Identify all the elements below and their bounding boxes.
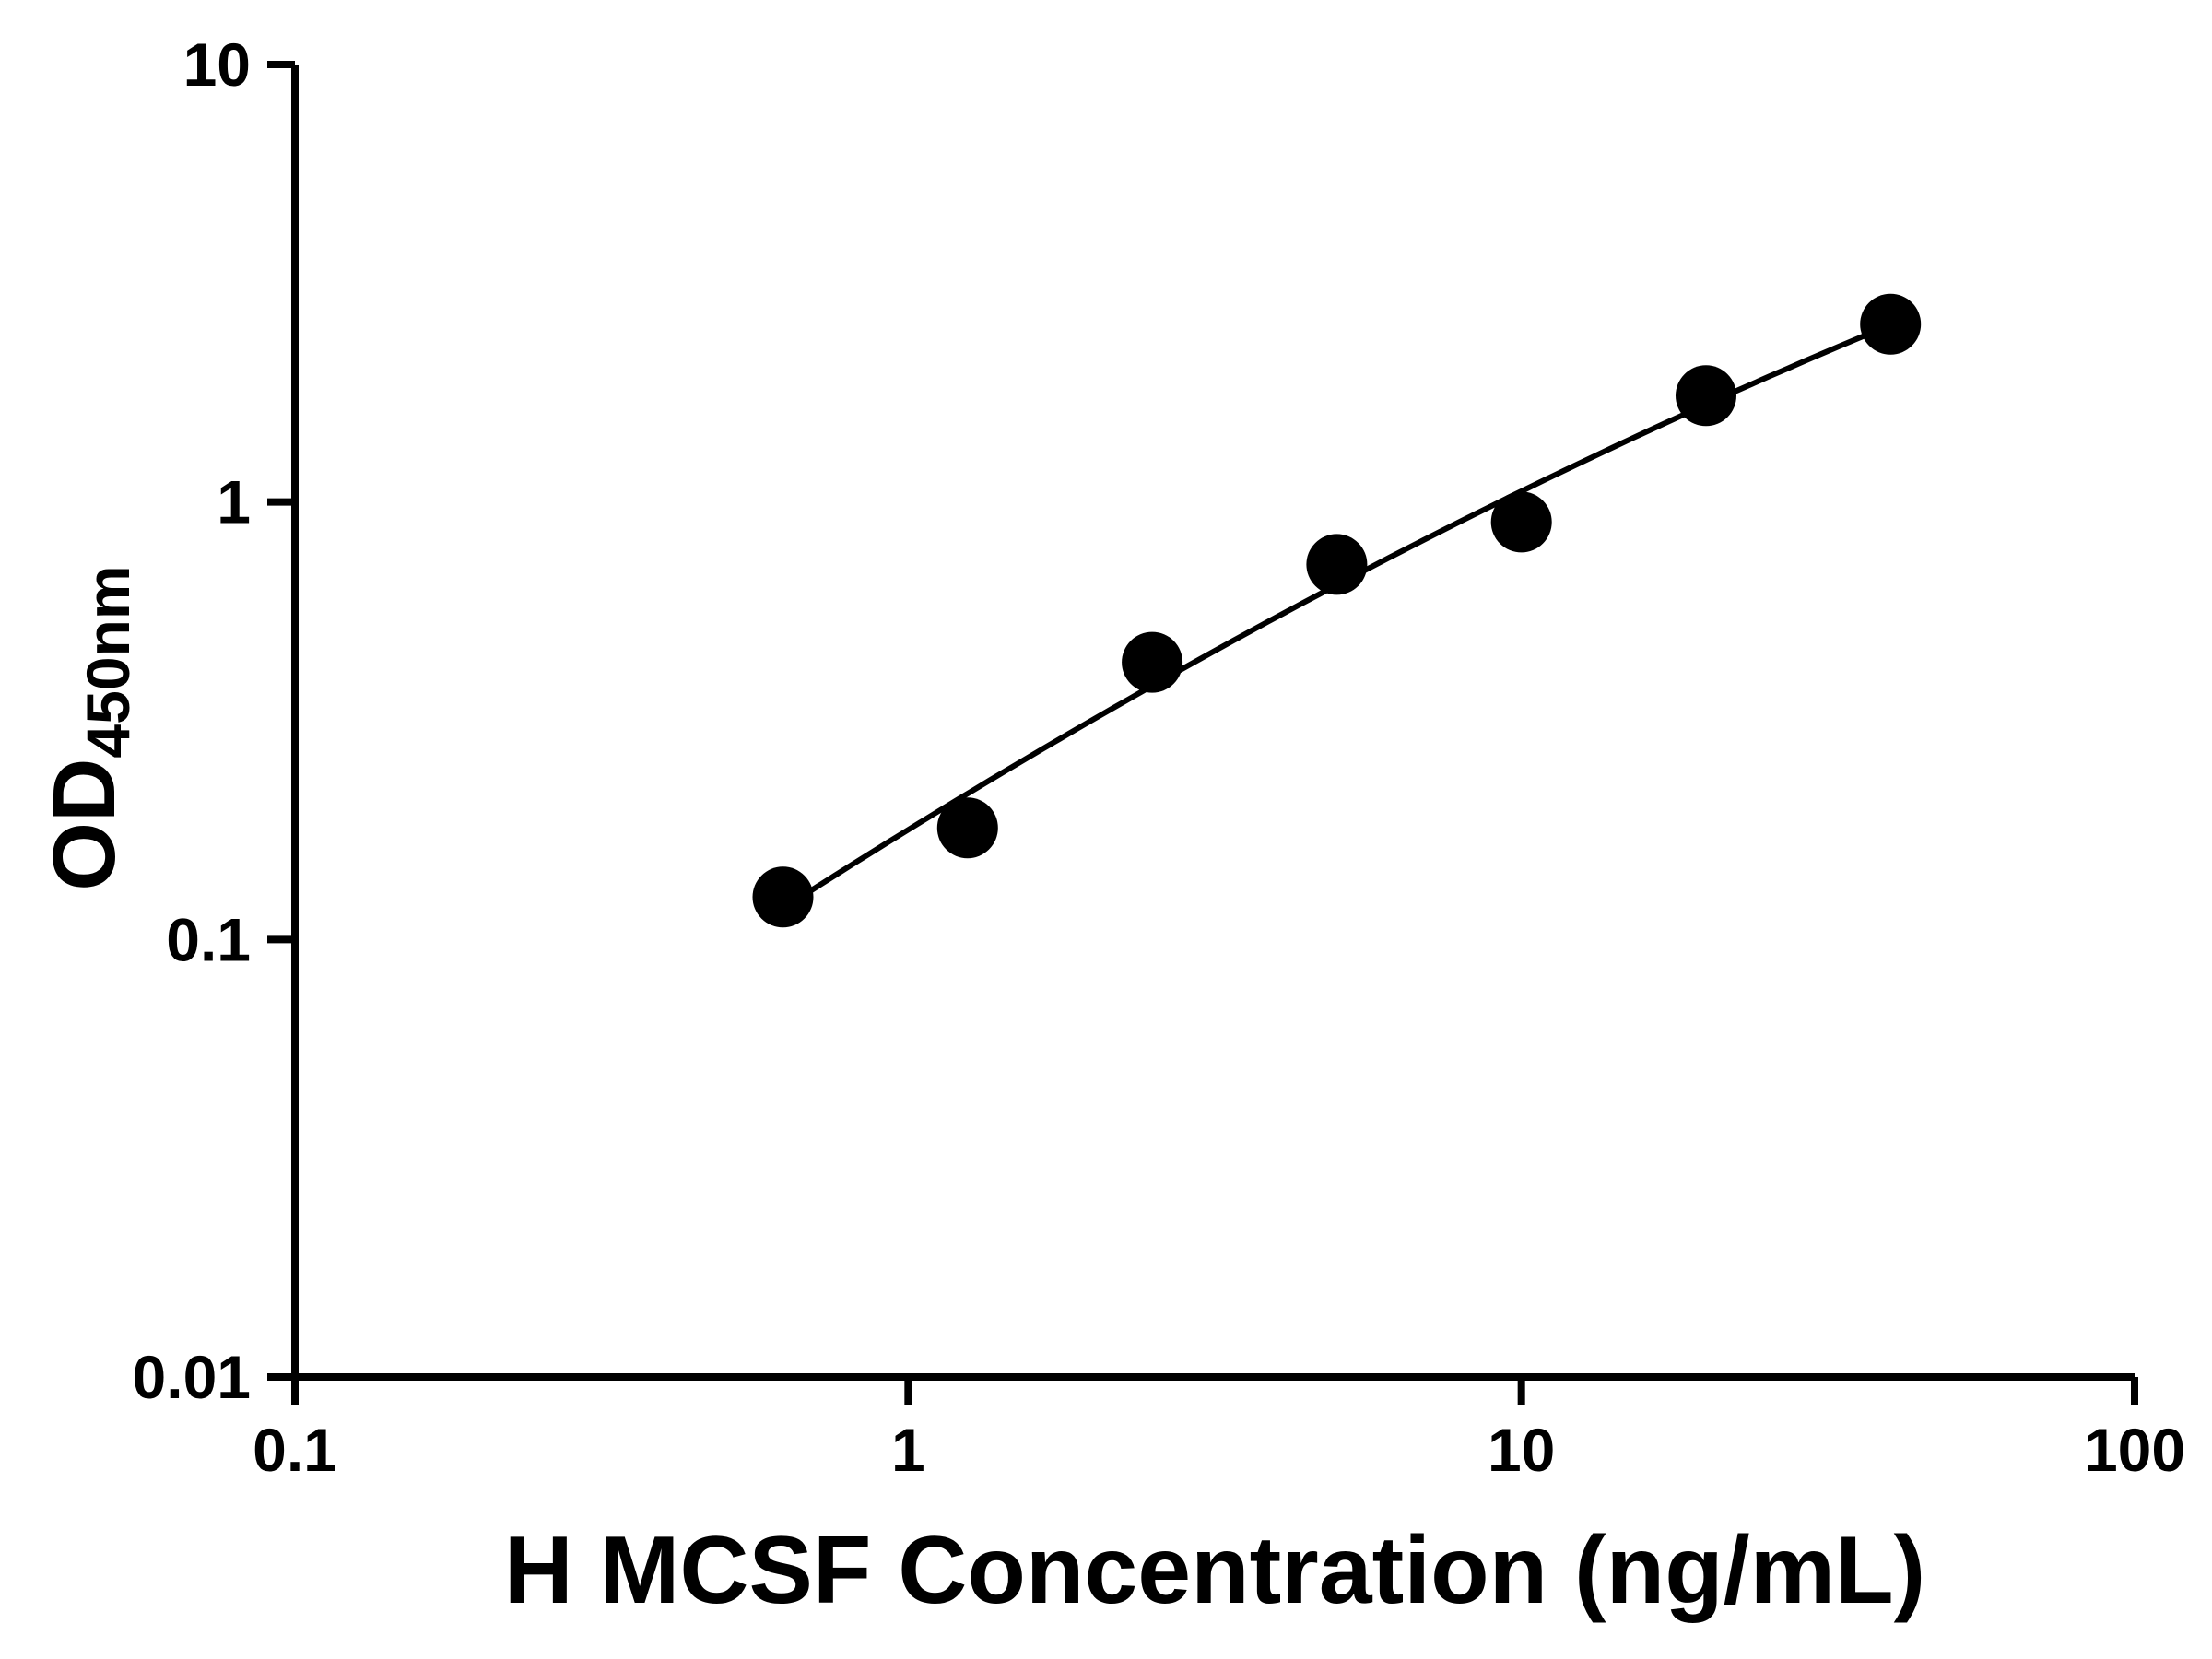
x-tick-label: 100 xyxy=(2084,1416,2185,1484)
y-axis-ticks: 0.01 0.1 1 10 xyxy=(133,30,295,1411)
x-tick-label: 10 xyxy=(1488,1416,1555,1484)
data-point xyxy=(1306,534,1368,595)
y-tick-label: 10 xyxy=(183,30,251,99)
x-axis-ticks: 0.1 1 10 100 xyxy=(253,1377,2185,1484)
data-point xyxy=(1860,293,1922,355)
data-point xyxy=(1490,491,1552,553)
x-tick-label: 0.1 xyxy=(253,1416,337,1484)
data-series xyxy=(752,293,1922,928)
y-tick-label: 0.1 xyxy=(166,905,251,973)
data-point xyxy=(1122,631,1183,693)
y-tick-label: 1 xyxy=(217,468,251,536)
data-point xyxy=(752,866,814,928)
y-axis-title-sub: 450nm xyxy=(74,565,142,759)
x-axis-title: H MCSF Concentration (ng/mL) xyxy=(503,1517,1926,1624)
x-tick-label: 1 xyxy=(891,1416,925,1484)
y-tick-label: 0.01 xyxy=(133,1343,251,1411)
axis-lines xyxy=(291,65,2135,1381)
y-axis-title: OD450nm xyxy=(35,565,142,890)
y-axis-title-main: OD xyxy=(35,758,134,891)
data-point xyxy=(1676,365,1736,427)
data-point xyxy=(936,797,998,859)
